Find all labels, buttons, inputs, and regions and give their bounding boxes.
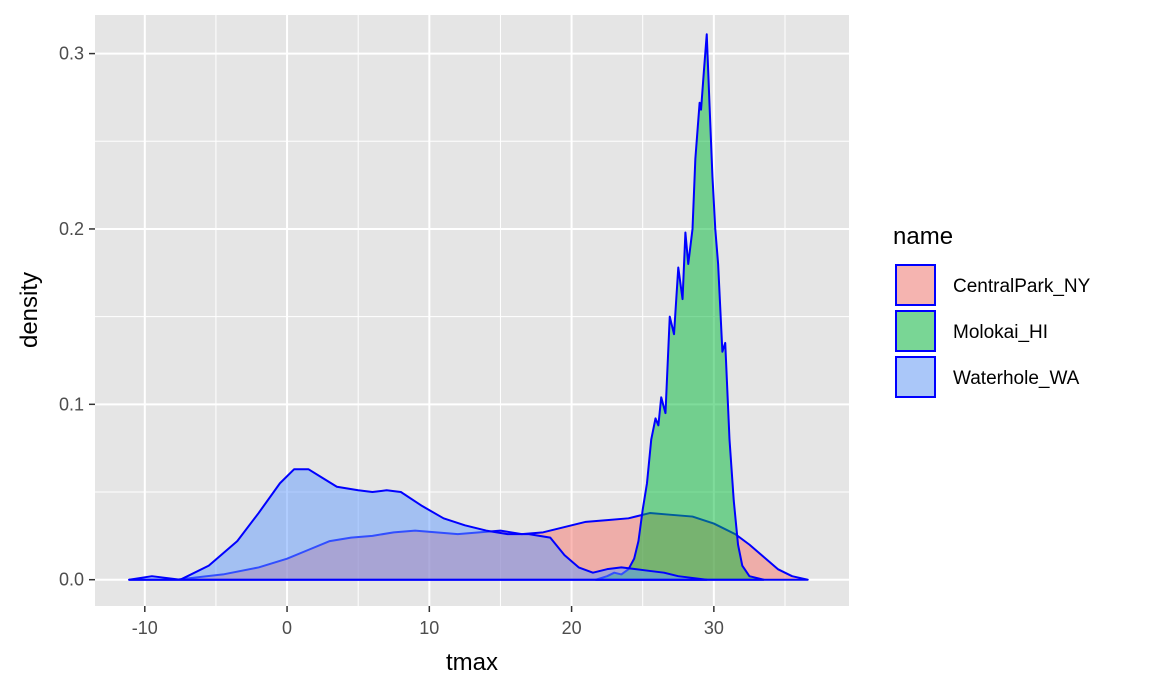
y-tick-label: 0.2 — [59, 219, 84, 239]
legend-key-swatch — [895, 264, 936, 306]
legend-label: Molokai_HI — [953, 322, 1048, 343]
legend-key-swatch — [895, 356, 936, 398]
legend-title: name — [893, 223, 953, 250]
x-tick-label: 20 — [562, 618, 582, 638]
y-tick-label: 0.1 — [59, 394, 84, 414]
y-axis-ticks: 0.0 0.1 0.2 0.3 — [59, 44, 95, 590]
x-tick-label: 10 — [419, 618, 439, 638]
legend: name CentralPark_NY Molokai_HI Waterhole_W… — [893, 223, 1091, 398]
y-tick-label: 0.0 — [59, 570, 84, 590]
density-area-waterhole-wa — [128, 468, 708, 581]
x-tick-label: -10 — [132, 618, 158, 638]
density-area-molokai-hi — [594, 33, 765, 581]
y-axis-title: density — [16, 272, 43, 348]
x-axis-ticks: -10 0 10 20 30 — [132, 606, 724, 638]
x-axis-title: tmax — [446, 649, 498, 676]
series-layer — [128, 33, 809, 581]
legend-label: Waterhole_WA — [953, 368, 1080, 389]
legend-label: CentralPark_NY — [953, 276, 1091, 297]
x-tick-label: 30 — [704, 618, 724, 638]
legend-key-swatch — [895, 310, 936, 352]
x-tick-label: 0 — [282, 618, 292, 638]
y-tick-label: 0.3 — [59, 44, 84, 64]
